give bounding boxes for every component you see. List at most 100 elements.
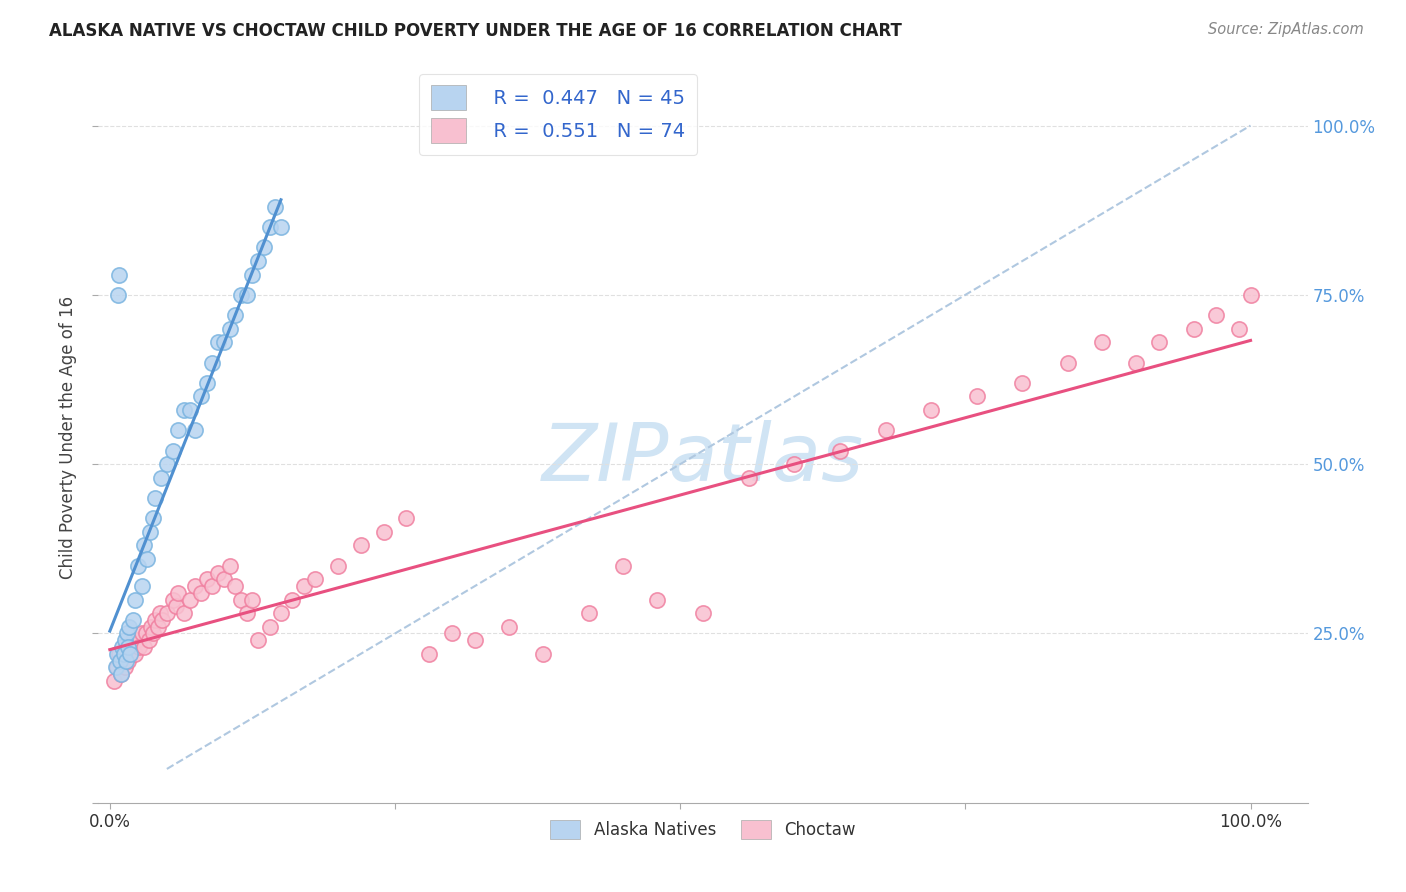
Point <box>737 471 759 485</box>
Point <box>108 647 131 661</box>
Point <box>1149 335 1171 350</box>
Point <box>201 579 224 593</box>
Point <box>281 592 304 607</box>
Point <box>107 288 129 302</box>
Point <box>111 654 134 668</box>
Point <box>179 592 201 607</box>
Point <box>114 654 136 668</box>
Point <box>112 647 135 661</box>
Point <box>167 423 190 437</box>
Point <box>184 579 207 593</box>
Point <box>647 592 669 607</box>
Point <box>304 572 326 586</box>
Text: ZIPatlas: ZIPatlas <box>541 420 865 498</box>
Point <box>1227 322 1250 336</box>
Point <box>259 220 281 235</box>
Point <box>395 511 418 525</box>
Point <box>110 667 132 681</box>
Point <box>207 335 229 350</box>
Point <box>162 443 184 458</box>
Point <box>142 626 165 640</box>
Point <box>190 389 212 403</box>
Point <box>184 423 207 437</box>
Point <box>292 579 315 593</box>
Point <box>218 322 240 336</box>
Point <box>136 552 159 566</box>
Point <box>117 654 139 668</box>
Point <box>131 579 153 593</box>
Point <box>612 558 634 573</box>
Point <box>1125 355 1147 369</box>
Point <box>692 606 714 620</box>
Point <box>124 647 146 661</box>
Legend: Alaska Natives, Choctaw: Alaska Natives, Choctaw <box>544 814 862 846</box>
Point <box>224 308 246 322</box>
Point <box>195 572 218 586</box>
Point <box>149 606 172 620</box>
Point <box>117 640 139 654</box>
Point <box>242 268 264 282</box>
Point <box>326 558 349 573</box>
Point <box>229 592 252 607</box>
Point <box>259 620 281 634</box>
Point <box>110 667 132 681</box>
Point <box>247 633 270 648</box>
Point <box>150 471 173 485</box>
Point <box>121 613 143 627</box>
Point <box>531 647 554 661</box>
Point <box>145 613 167 627</box>
Point <box>108 268 131 282</box>
Point <box>212 572 235 586</box>
Point <box>127 633 149 648</box>
Point <box>139 620 162 634</box>
Point <box>121 633 143 648</box>
Point <box>162 592 184 607</box>
Point <box>167 586 190 600</box>
Point <box>464 633 486 648</box>
Point <box>235 606 257 620</box>
Point <box>201 355 224 369</box>
Point <box>131 626 153 640</box>
Point <box>105 660 128 674</box>
Point <box>441 626 464 640</box>
Point <box>212 335 235 350</box>
Point <box>207 566 229 580</box>
Point <box>1205 308 1227 322</box>
Point <box>1091 335 1114 350</box>
Point <box>118 620 141 634</box>
Point <box>132 640 155 654</box>
Point <box>132 538 155 552</box>
Point <box>124 592 146 607</box>
Point <box>783 457 806 471</box>
Point <box>114 660 136 674</box>
Point <box>114 640 136 654</box>
Point <box>373 524 395 539</box>
Point <box>498 620 520 634</box>
Point <box>103 673 125 688</box>
Point <box>150 613 173 627</box>
Point <box>104 660 127 674</box>
Point <box>253 240 276 254</box>
Point <box>828 443 851 458</box>
Point <box>111 640 134 654</box>
Point <box>264 200 287 214</box>
Y-axis label: Child Poverty Under the Age of 16: Child Poverty Under the Age of 16 <box>59 295 77 579</box>
Point <box>247 254 270 268</box>
Point <box>1011 376 1033 390</box>
Point <box>120 647 142 661</box>
Point <box>242 592 264 607</box>
Point <box>173 403 195 417</box>
Point <box>875 423 897 437</box>
Point <box>128 640 150 654</box>
Point <box>108 654 131 668</box>
Point <box>142 511 165 525</box>
Point <box>114 633 136 648</box>
Point <box>145 491 167 505</box>
Point <box>418 647 440 661</box>
Point <box>173 606 195 620</box>
Point <box>190 586 212 600</box>
Point <box>115 626 138 640</box>
Point <box>229 288 252 302</box>
Point <box>218 558 240 573</box>
Point <box>139 524 162 539</box>
